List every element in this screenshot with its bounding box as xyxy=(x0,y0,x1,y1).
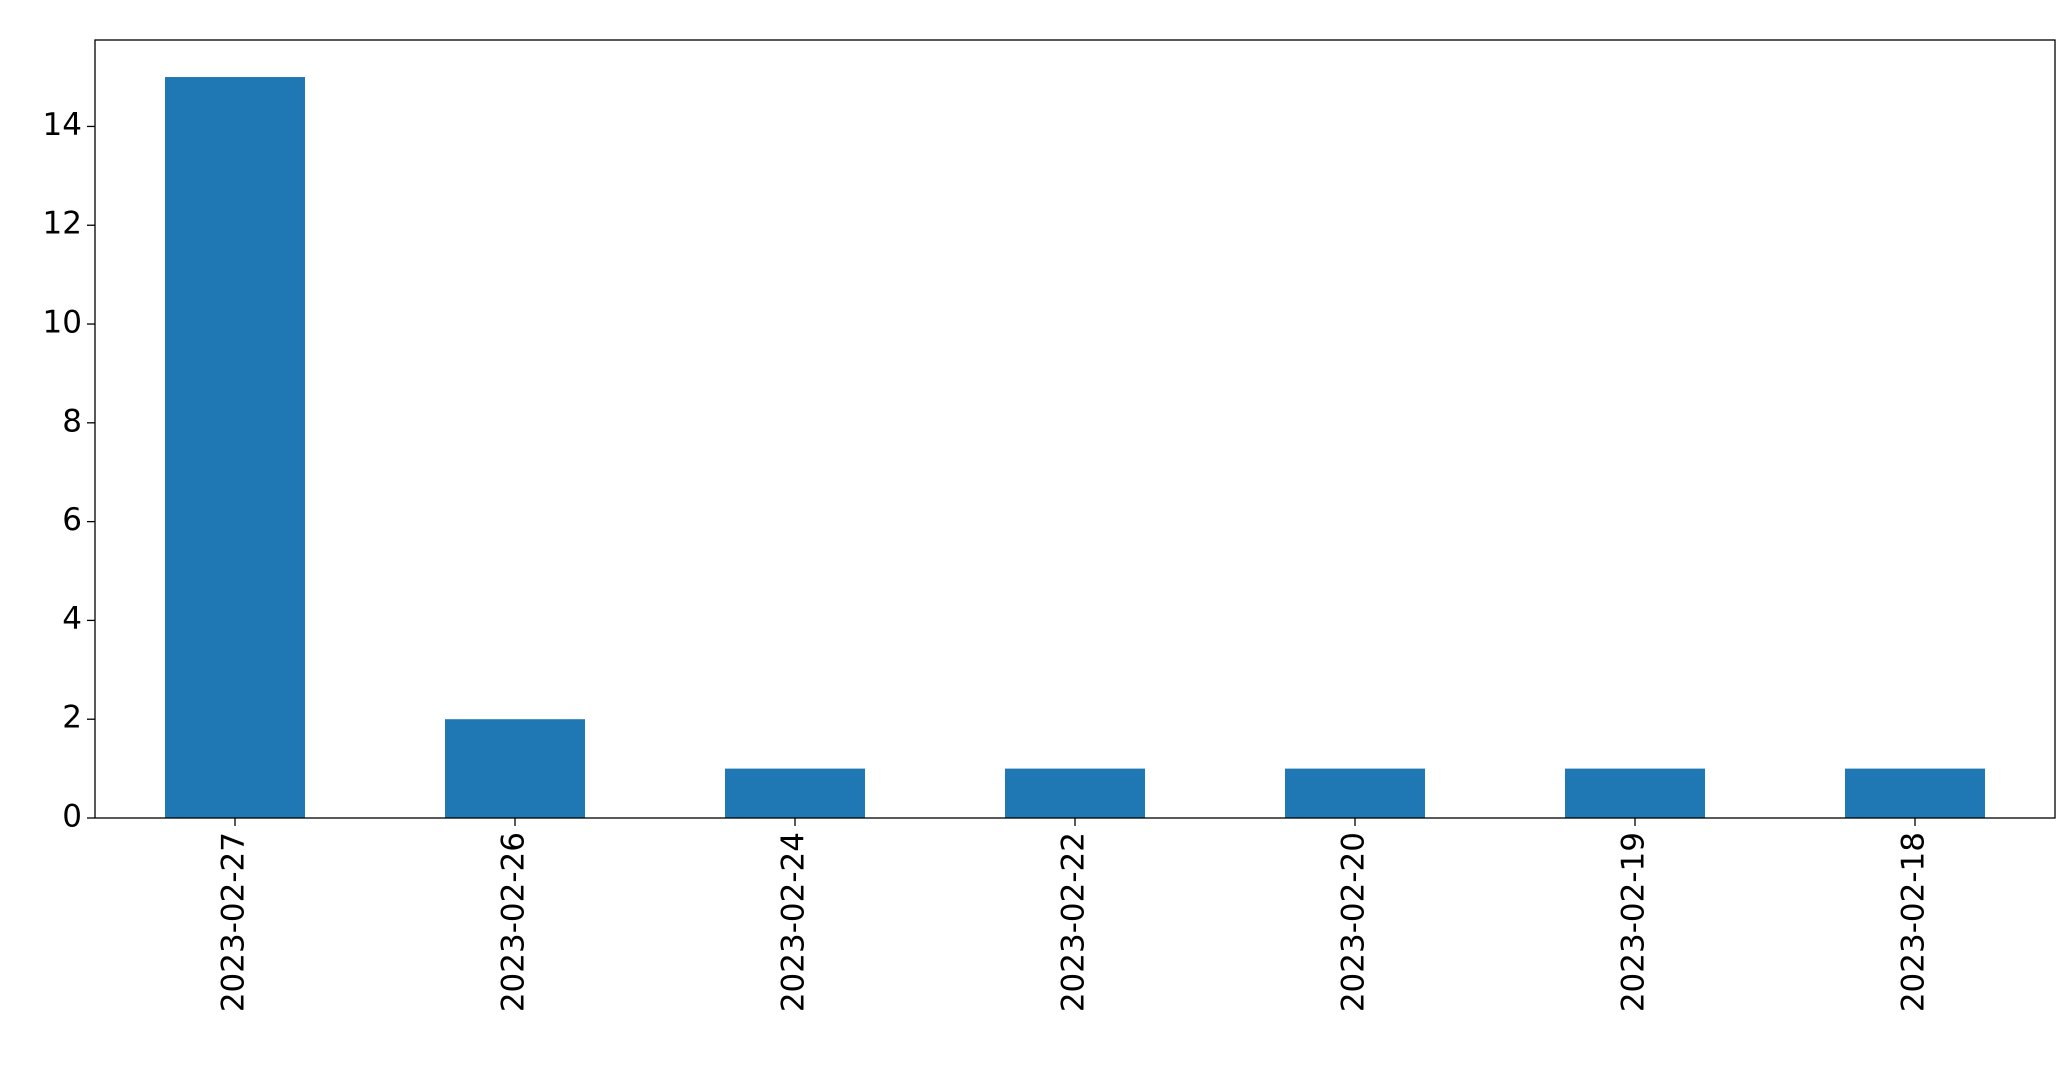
x-tick-label: 2023-02-27 xyxy=(216,832,252,1012)
bar xyxy=(445,719,585,818)
bar xyxy=(1845,768,1985,818)
y-tick-label: 6 xyxy=(62,502,82,538)
y-tick-label: 0 xyxy=(62,799,82,835)
x-tick-label: 2023-02-19 xyxy=(1616,832,1652,1012)
y-tick-label: 14 xyxy=(43,107,82,143)
plot-frame xyxy=(94,39,2056,819)
bar xyxy=(1285,768,1425,818)
x-tick-label: 2023-02-26 xyxy=(496,832,532,1012)
y-tick-label: 4 xyxy=(62,601,82,637)
bar xyxy=(725,768,865,818)
x-tick-label: 2023-02-20 xyxy=(1336,832,1372,1012)
y-tick-label: 10 xyxy=(43,305,82,341)
y-tick-label: 2 xyxy=(62,700,82,736)
bar xyxy=(1005,768,1145,818)
x-tick-label: 2023-02-22 xyxy=(1056,832,1092,1012)
x-tick-label: 2023-02-24 xyxy=(776,832,812,1012)
bar xyxy=(1565,768,1705,818)
bar xyxy=(165,77,305,819)
y-tick-label: 12 xyxy=(43,206,82,242)
x-tick-label: 2023-02-18 xyxy=(1896,832,1932,1012)
y-tick-label: 8 xyxy=(62,403,82,439)
